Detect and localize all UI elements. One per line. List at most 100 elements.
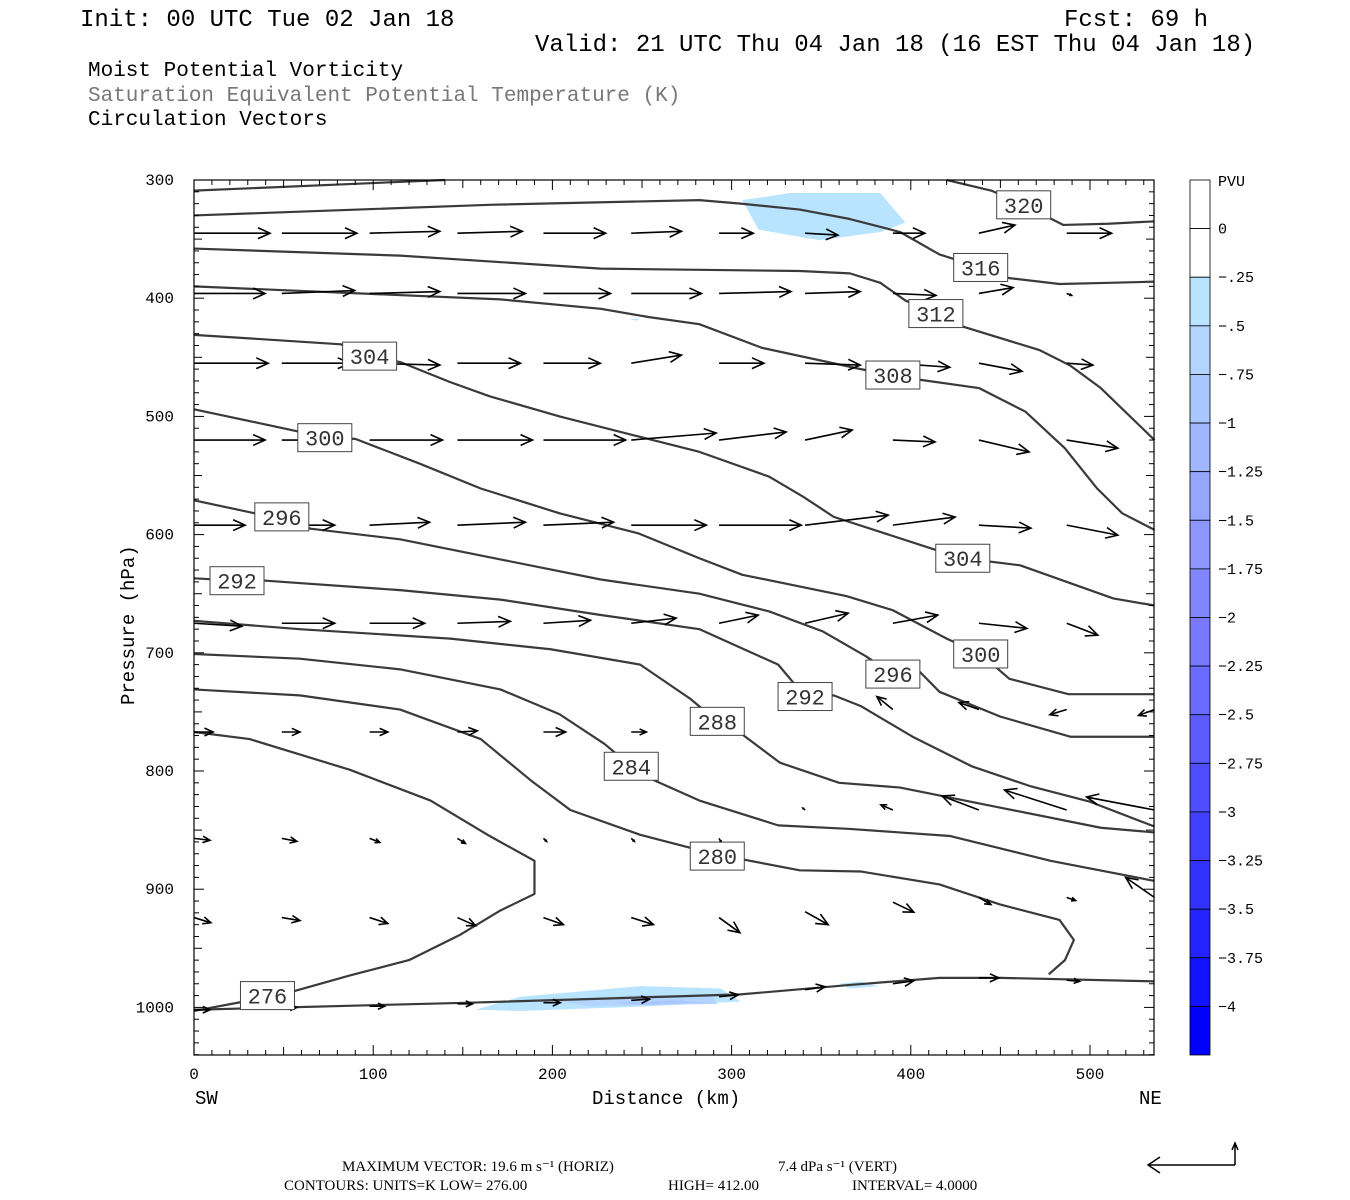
vector-arrow <box>805 285 863 299</box>
vector-arrow <box>543 287 613 300</box>
vector-arrow <box>1066 524 1120 539</box>
vector-arrow <box>281 617 337 630</box>
vector-arrow <box>1066 622 1100 637</box>
vector-arrow <box>457 516 528 529</box>
colorbar-swatch <box>1189 471 1211 521</box>
vector-arrow <box>892 512 958 526</box>
colorbar-label: −1.75 <box>1218 562 1263 579</box>
vector-arrow <box>543 357 603 370</box>
vector-arrow <box>456 837 468 845</box>
vector-arrow <box>804 426 855 441</box>
field-title-thetae: Saturation Equivalent Potential Temperat… <box>88 85 680 108</box>
max-vector-horiz: MAXIMUM VECTOR: 19.6 m s⁻¹ (HORIZ) <box>342 1159 614 1175</box>
vector-arrow <box>281 727 302 737</box>
vector-arrow <box>978 283 1016 296</box>
vector-arrow <box>957 700 980 711</box>
colorbar-label: −2 <box>1218 611 1236 628</box>
forecast-hour: Fcst: 69 h <box>1064 7 1208 34</box>
contour-label: 280 <box>697 846 737 871</box>
y-tick-label: 900 <box>145 881 174 899</box>
y-tick-label: 1000 <box>136 999 174 1017</box>
vector-arrow <box>1066 227 1114 240</box>
vector-arrow <box>1066 292 1074 297</box>
vector-arrow <box>369 225 442 238</box>
colorbar-label: −.5 <box>1218 319 1245 336</box>
vector-arrow <box>194 357 271 370</box>
vector-arrow <box>1002 787 1067 811</box>
vector-arrow <box>892 288 938 301</box>
vector-arrow <box>1136 708 1155 717</box>
vector-arrow <box>457 287 528 300</box>
vector-arrow <box>631 350 684 364</box>
colorbar-swatch <box>1189 762 1211 813</box>
vector-arrow <box>1124 876 1155 899</box>
vector-arrow <box>801 806 806 811</box>
vector-arrow <box>631 519 709 532</box>
vector-arrow <box>543 614 593 628</box>
contour-label-box <box>777 682 833 712</box>
vector-arrow <box>457 433 535 447</box>
contour-line-288 <box>193 619 1155 834</box>
vector-arrow <box>193 916 213 925</box>
colorbar-swatch <box>1189 519 1211 570</box>
vector-arrow <box>543 433 628 447</box>
vector-arrow <box>978 621 1029 634</box>
colorbar-swatch <box>1189 665 1211 716</box>
vector-arrow <box>193 835 212 844</box>
vector-arrow <box>631 613 679 626</box>
vector-arrow <box>369 516 432 529</box>
vector-arrow <box>1084 793 1155 811</box>
contour-interval: INTERVAL= 4.0000 <box>852 1178 977 1194</box>
pv-shade-region <box>615 1000 705 1006</box>
colorbar-swatch <box>1189 568 1211 618</box>
colorbar-swatch <box>1189 714 1211 764</box>
vector-arrow <box>718 991 741 1001</box>
vector-arrow <box>1047 708 1067 717</box>
vector-arrow <box>978 362 1024 376</box>
contour-high: HIGH= 412.00 <box>668 1178 759 1194</box>
vector-arrow <box>457 357 523 370</box>
vector-arrow <box>369 837 382 844</box>
contour-label: 288 <box>697 711 737 736</box>
vector-arrow <box>369 727 390 737</box>
colorbar-label: −3.5 <box>1218 902 1254 919</box>
vector-arrow <box>457 1000 475 1008</box>
contour-line-308 <box>193 285 1156 531</box>
colorbar-label: −1.25 <box>1218 465 1263 482</box>
contour-label-box <box>342 341 398 371</box>
y-tick-label: 400 <box>145 290 174 308</box>
x-tick-label: 200 <box>538 1066 567 1084</box>
contour-label-box <box>603 751 659 781</box>
contour-label: 320 <box>1004 195 1044 220</box>
contour-line-276 <box>193 730 536 1013</box>
vector-arrow <box>718 611 761 625</box>
vector-arrow <box>194 1005 212 1014</box>
x-axis-label: Distance (km) <box>592 1088 740 1110</box>
colorbar-swatch <box>1189 1005 1211 1056</box>
colorbar-swatch <box>1189 374 1211 424</box>
vector-arrow <box>281 357 352 370</box>
contour-label-box <box>689 706 745 736</box>
pv-shade-region <box>742 193 906 241</box>
field-title-vectors: Circulation Vectors <box>88 109 327 132</box>
vector-arrow <box>281 284 357 298</box>
vector-arrow <box>369 916 390 926</box>
vector-arrow <box>719 285 794 299</box>
vector-arrow <box>805 228 840 241</box>
vector-arrow <box>879 803 894 811</box>
vector-arrow <box>1066 358 1095 371</box>
colorbar-swatch <box>1189 422 1211 473</box>
contour-label-box <box>865 360 921 390</box>
vector-arrow <box>1066 896 1078 902</box>
colorbar-swatch <box>1189 811 1211 861</box>
vector-arrow <box>892 977 916 988</box>
contour-info: CONTOURS: UNITS=K LOW= 276.00 <box>284 1178 527 1194</box>
vector-arrow <box>194 287 268 300</box>
x-tick-label: 0 <box>189 1066 199 1084</box>
init-time: Init: 00 UTC Tue 02 Jan 18 <box>80 7 454 34</box>
vector-arrow <box>369 617 427 630</box>
field-title-pv: Moist Potential Vorticity <box>88 60 403 83</box>
y-tick-label: 800 <box>145 763 174 781</box>
vector-arrow <box>892 611 940 625</box>
